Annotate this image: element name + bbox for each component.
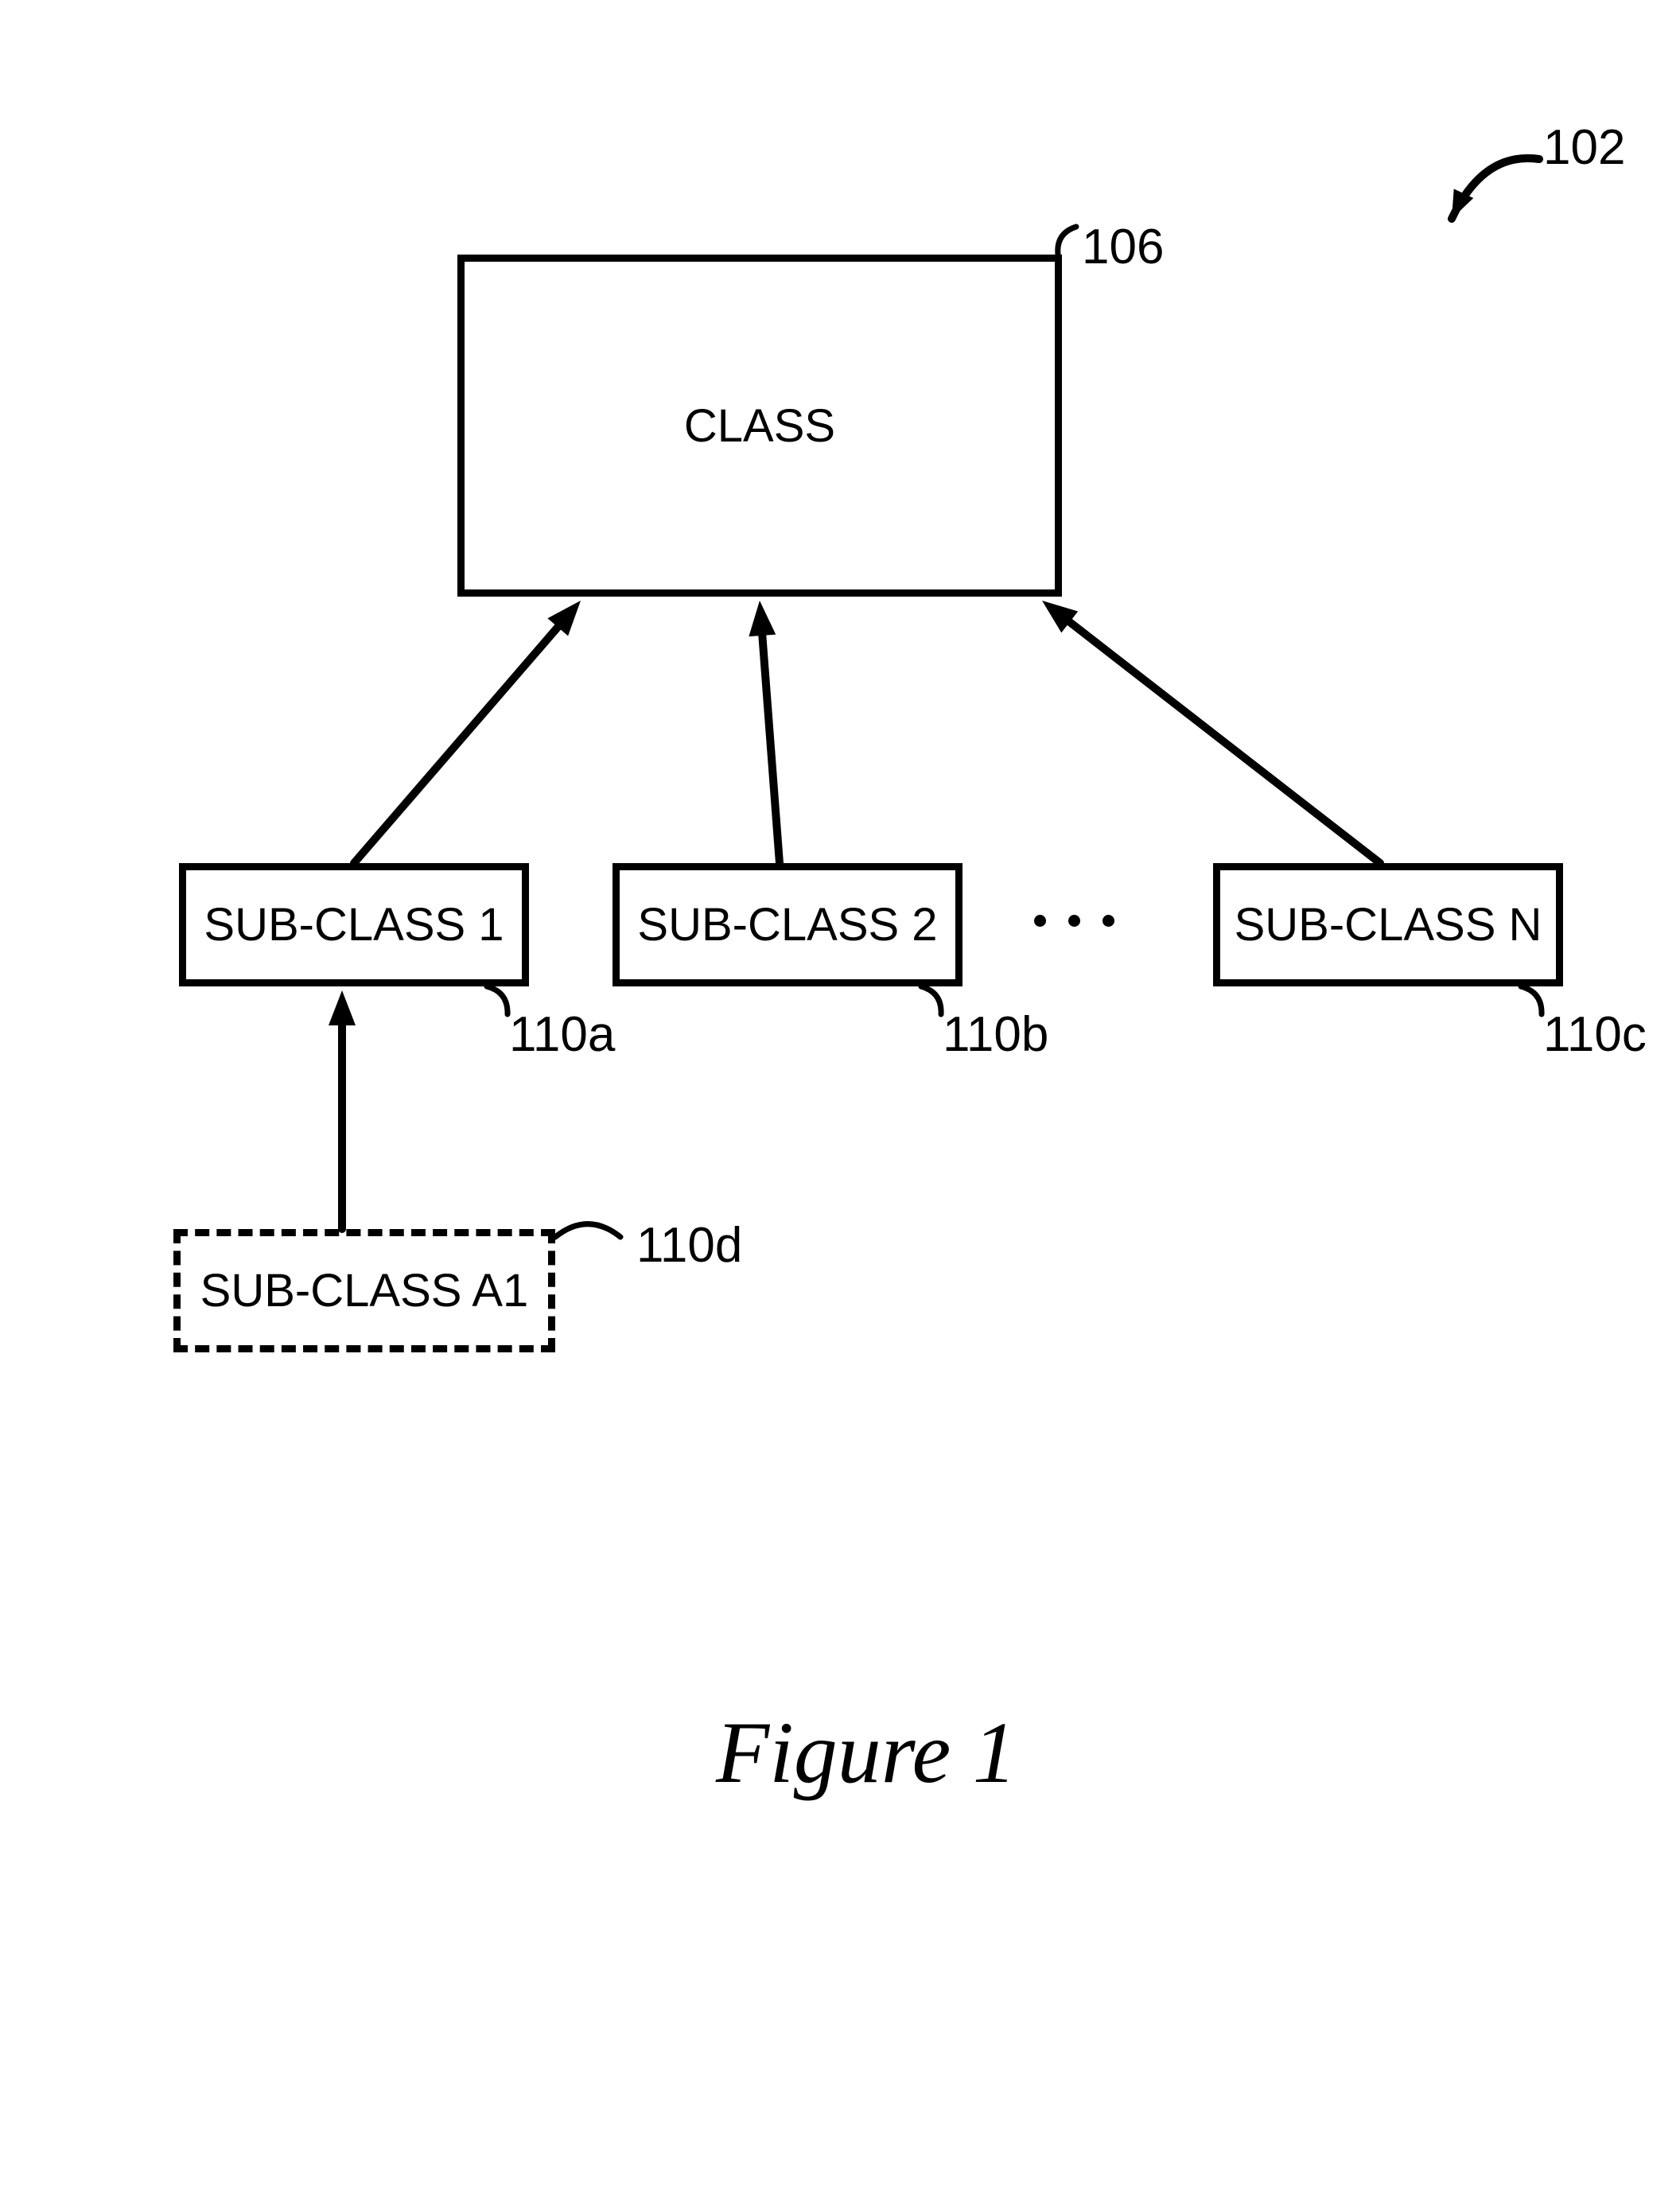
node-subclass-2-label: SUB-CLASS 2	[637, 898, 937, 951]
node-subclass-1: SUB-CLASS 1	[179, 863, 529, 986]
node-subclass-2: SUB-CLASS 2	[612, 863, 962, 986]
diagram-canvas: CLASS SUB-CLASS 1 SUB-CLASS 2 SUB-CLASS …	[0, 0, 1680, 2194]
figure-caption: Figure 1	[716, 1702, 1017, 1803]
ref-label-106: 106	[1082, 219, 1164, 275]
node-subclass-a1: SUB-CLASS A1	[173, 1229, 555, 1352]
node-subclass-1-label: SUB-CLASS 1	[204, 898, 504, 951]
node-subclass-n-label: SUB-CLASS N	[1235, 898, 1542, 951]
ellipsis-dot	[1034, 915, 1046, 927]
node-class: CLASS	[457, 255, 1062, 597]
node-subclass-n: SUB-CLASS N	[1213, 863, 1563, 986]
ellipsis-dot	[1102, 915, 1114, 927]
ref-label-110d: 110d	[636, 1217, 742, 1274]
ref-label-110b: 110b	[943, 1006, 1048, 1063]
ref-label-110a: 110a	[509, 1006, 615, 1063]
node-class-label: CLASS	[684, 399, 835, 453]
ellipsis	[1034, 915, 1114, 927]
node-subclass-a1-label: SUB-CLASS A1	[200, 1264, 529, 1317]
ref-label-110c: 110c	[1543, 1006, 1647, 1063]
ellipsis-dot	[1068, 915, 1080, 927]
ref-label-102: 102	[1543, 119, 1625, 176]
